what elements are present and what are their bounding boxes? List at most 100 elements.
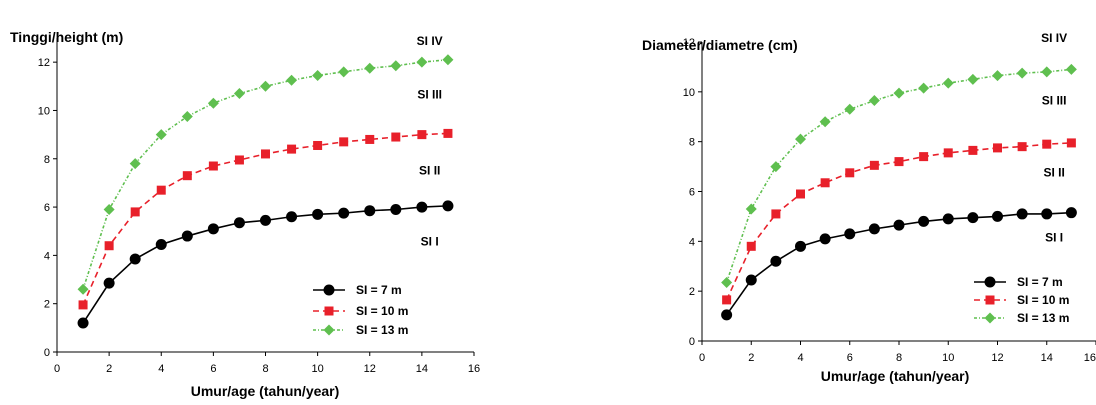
- x-tick-label: 8: [896, 352, 902, 364]
- data-point: [104, 241, 114, 251]
- x-tick-label: 14: [1041, 352, 1053, 364]
- y-tick-label: 12: [38, 57, 50, 69]
- data-point: [313, 140, 323, 150]
- x-tick-label: 0: [699, 352, 705, 364]
- data-point: [1065, 63, 1077, 75]
- data-point: [918, 215, 930, 227]
- y-tick-label: 10: [683, 87, 695, 99]
- legend-label: SI = 7 m: [1017, 275, 1063, 289]
- x-tick-label: 16: [468, 363, 480, 375]
- series-line: [82, 58, 449, 290]
- site-index-label: SI II: [419, 163, 440, 177]
- data-point: [919, 152, 929, 162]
- data-point: [868, 223, 880, 235]
- y-tick-label: 8: [44, 154, 50, 166]
- y-tick-label: 2: [44, 299, 50, 311]
- x-tick-label: 2: [748, 352, 754, 364]
- data-point: [129, 253, 141, 265]
- data-point: [993, 143, 1002, 153]
- data-point: [844, 103, 856, 115]
- x-tick-label: 4: [797, 352, 803, 364]
- data-point: [746, 241, 756, 251]
- data-point: [129, 158, 141, 170]
- data-point: [234, 155, 244, 165]
- x-tick-label: 6: [210, 363, 216, 375]
- data-point: [844, 228, 856, 240]
- y-tick-label: 6: [44, 202, 50, 214]
- data-point: [417, 130, 427, 140]
- x-tick-label: 4: [158, 363, 164, 375]
- y-tick-label: 0: [44, 347, 50, 359]
- diameter-chart: Diameter/diametre (cm) Umur/age (tahun/ye…: [642, 31, 1096, 384]
- x-tick-label: 12: [991, 352, 1003, 364]
- data-point: [893, 87, 905, 99]
- data-point: [942, 77, 954, 89]
- data-point: [77, 283, 89, 295]
- data-point: [967, 73, 979, 85]
- data-point: [442, 200, 454, 212]
- height-chart: Tinggi/height (m) Umur/age (tahun/year) 0 2…: [10, 29, 480, 399]
- data-point: [233, 217, 245, 229]
- data-point: [795, 133, 806, 145]
- y-tick-label: 6: [689, 187, 695, 199]
- data-point: [1017, 142, 1027, 152]
- y-tick-label: 12: [683, 37, 695, 49]
- x-axis-title: Umur/age (tahun/year): [821, 368, 970, 384]
- y-axis-title: Tinggi/height (m): [10, 29, 123, 45]
- data-point: [1016, 67, 1028, 79]
- data-point: [745, 274, 757, 286]
- x-tick-label: 8: [262, 363, 268, 375]
- data-point: [287, 144, 297, 154]
- y-tick-label: 8: [689, 137, 695, 149]
- legend-marker: [323, 324, 335, 336]
- data-point: [416, 56, 428, 68]
- legend-label: SI = 13 m: [356, 323, 408, 337]
- site-index-label: SI I: [421, 235, 439, 249]
- y-tick-label: 4: [44, 250, 50, 262]
- data-point: [416, 201, 428, 213]
- data-point: [286, 211, 298, 223]
- x-tick-label: 2: [106, 363, 112, 375]
- data-point: [77, 317, 89, 329]
- data-point: [918, 82, 930, 94]
- data-point: [78, 300, 88, 310]
- x-tick-label: 16: [1084, 352, 1096, 364]
- x-tick-label: 14: [416, 363, 428, 375]
- site-index-label: SI II: [1043, 166, 1064, 180]
- data-point: [1042, 139, 1052, 149]
- y-tick-label: 2: [689, 286, 695, 298]
- x-tick-label: 10: [312, 363, 324, 375]
- data-point: [1065, 207, 1077, 219]
- data-point: [968, 145, 978, 155]
- legend-marker: [984, 312, 996, 324]
- data-point: [155, 239, 167, 251]
- x-tick-label: 0: [54, 363, 60, 375]
- data-point: [893, 219, 905, 231]
- data-point: [208, 161, 218, 171]
- data-point: [992, 210, 1003, 222]
- data-point: [365, 134, 375, 144]
- data-point: [181, 230, 193, 242]
- data-point: [156, 185, 166, 195]
- data-point: [338, 66, 350, 78]
- data-point: [943, 148, 953, 158]
- data-point: [967, 212, 979, 224]
- y-tick-label: 4: [689, 236, 695, 248]
- data-point: [845, 168, 855, 178]
- data-point: [1016, 208, 1028, 220]
- data-point: [233, 88, 245, 100]
- y-axis-title: Diameter/diametre (cm): [642, 37, 798, 53]
- data-point: [182, 171, 192, 181]
- data-point: [722, 295, 732, 305]
- series-line: [725, 68, 1072, 283]
- legend-label: SI = 13 m: [1017, 311, 1069, 325]
- data-point: [364, 205, 376, 217]
- data-point: [442, 54, 454, 66]
- data-point: [443, 128, 453, 138]
- data-point: [338, 207, 350, 219]
- data-point: [771, 209, 781, 219]
- legend-marker: [323, 284, 335, 296]
- legend-label: SI = 10 m: [356, 304, 408, 318]
- data-point: [869, 160, 879, 170]
